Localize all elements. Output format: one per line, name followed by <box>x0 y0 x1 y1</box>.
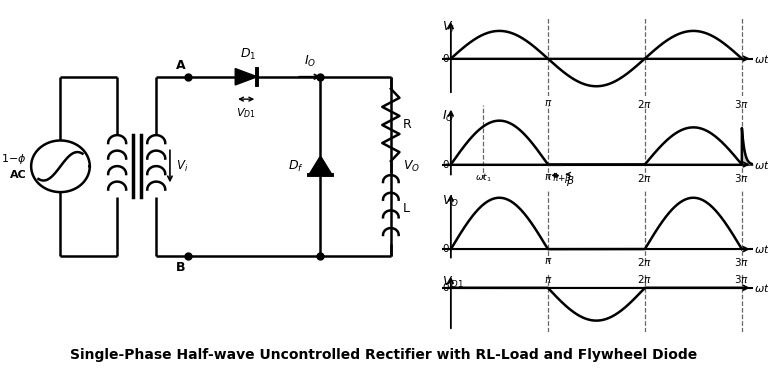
Text: $\pi$: $\pi$ <box>544 98 552 108</box>
Text: 0: 0 <box>443 54 449 63</box>
Text: $D_1$: $D_1$ <box>240 47 257 62</box>
Text: $\omega t_1$: $\omega t_1$ <box>475 172 492 184</box>
Text: $I_O$: $I_O$ <box>442 109 455 124</box>
Polygon shape <box>309 156 333 175</box>
Text: Single-Phase Half-wave Uncontrolled Rectifier with RL-Load and Flywheel Diode: Single-Phase Half-wave Uncontrolled Rect… <box>71 348 697 362</box>
Text: $\omega t$: $\omega t$ <box>754 52 768 65</box>
Text: $\pi$: $\pi$ <box>544 275 552 284</box>
Text: 0: 0 <box>443 159 449 169</box>
Text: $3\pi$: $3\pi$ <box>734 172 750 184</box>
Text: $V_{D1}$: $V_{D1}$ <box>442 275 464 290</box>
Text: $V_O$: $V_O$ <box>402 159 419 174</box>
Text: $\pi$+$\beta$: $\pi$+$\beta$ <box>551 172 572 185</box>
Text: $3\pi$: $3\pi$ <box>734 273 750 284</box>
Text: 0: 0 <box>443 283 449 293</box>
Text: 1−$\phi$: 1−$\phi$ <box>1 152 26 166</box>
Text: $V_{D1}$: $V_{D1}$ <box>237 106 256 120</box>
Text: $V_i$: $V_i$ <box>442 20 455 35</box>
Text: A: A <box>176 59 186 72</box>
Text: $3\pi$: $3\pi$ <box>734 256 750 268</box>
Text: $I_O$: $I_O$ <box>304 54 316 69</box>
Text: $\omega t$: $\omega t$ <box>754 159 768 170</box>
Text: $2\pi$: $2\pi$ <box>637 256 652 268</box>
Text: $2\pi$: $2\pi$ <box>637 98 652 110</box>
Text: $\beta$: $\beta$ <box>565 174 574 188</box>
Text: $V_i$: $V_i$ <box>176 159 188 174</box>
Polygon shape <box>235 69 257 85</box>
Text: $3\pi$: $3\pi$ <box>734 98 750 110</box>
Text: B: B <box>176 261 186 274</box>
Text: $\omega t$: $\omega t$ <box>754 282 768 294</box>
Text: AC: AC <box>10 170 26 180</box>
Text: $2\pi$: $2\pi$ <box>637 172 652 184</box>
Text: $2\pi$: $2\pi$ <box>637 273 652 284</box>
Text: 0: 0 <box>443 244 449 254</box>
Text: $D_f$: $D_f$ <box>288 159 304 174</box>
Text: L: L <box>402 202 409 215</box>
Text: R: R <box>402 118 412 131</box>
Text: $\omega t$: $\omega t$ <box>754 243 768 255</box>
Text: $\pi$: $\pi$ <box>544 172 552 182</box>
Text: $V_O$: $V_O$ <box>442 194 459 209</box>
Text: $\pi$: $\pi$ <box>544 256 552 266</box>
